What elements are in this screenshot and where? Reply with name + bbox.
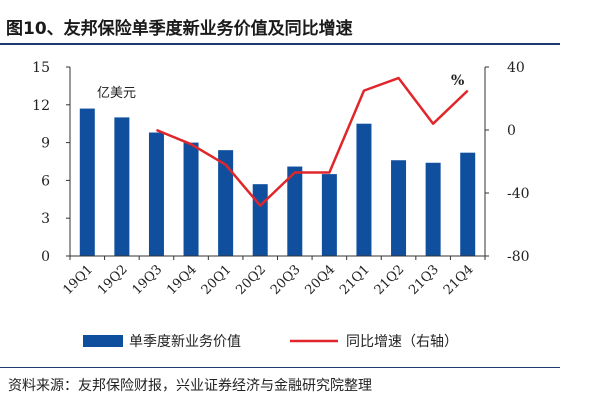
bar-20Q3	[287, 166, 303, 256]
x-tick-label: 19Q1	[60, 262, 96, 298]
x-tick-label: 19Q2	[95, 262, 131, 298]
title-divider	[0, 43, 560, 45]
x-tick-label: 21Q4	[441, 262, 477, 298]
bar-19Q2	[114, 117, 130, 257]
bar-19Q1	[79, 108, 95, 256]
left-tick-label: 15	[32, 60, 50, 76]
right-axis-unit: %	[451, 73, 464, 89]
legend-bar-label: 单季度新业务价值	[129, 334, 241, 350]
legend-bar-swatch	[83, 335, 123, 347]
chart: 03691215-80-4004019Q119Q219Q319Q420Q120Q…	[32, 60, 529, 350]
legend-line-label: 同比增速（右轴）	[346, 334, 458, 350]
source-note: 资料来源：友邦保险财报，兴业证券经济与金融研究院整理	[8, 378, 372, 394]
right-tick-label: -40	[507, 186, 530, 202]
right-tick-label: 0	[507, 123, 516, 139]
x-tick-label: 19Q4	[164, 262, 200, 298]
right-tick-label: -80	[507, 249, 530, 265]
left-tick-label: 12	[32, 98, 50, 114]
axes: 03691215-80-4004019Q119Q219Q319Q420Q120Q…	[32, 60, 529, 298]
bar-21Q3	[425, 162, 441, 256]
bar-21Q2	[391, 160, 407, 256]
x-tick-label: 20Q4	[303, 262, 339, 298]
legend: 单季度新业务价值 同比增速（右轴）	[83, 334, 458, 350]
left-tick-label: 6	[41, 173, 50, 189]
bar-20Q4	[321, 174, 337, 256]
bar-19Q3	[148, 132, 164, 256]
bar-21Q4	[460, 152, 476, 256]
x-tick-label: 19Q3	[130, 262, 166, 298]
x-tick-label: 20Q2	[233, 262, 269, 298]
x-tick-label: 21Q3	[406, 262, 442, 298]
left-tick-label: 0	[41, 249, 50, 265]
x-tick-label: 21Q2	[372, 262, 408, 298]
bar-20Q1	[218, 150, 234, 256]
bar-21Q1	[356, 123, 372, 256]
left-axis-unit: 亿美元	[97, 86, 136, 101]
left-tick-label: 9	[41, 136, 50, 152]
growth-line	[155, 76, 469, 207]
bar-20Q2	[252, 184, 268, 256]
right-tick-label: 40	[507, 60, 525, 76]
plot-area	[79, 76, 476, 257]
x-tick-label: 20Q3	[268, 262, 304, 298]
source-divider	[0, 367, 560, 368]
x-tick-label: 21Q1	[337, 262, 373, 298]
x-tick-label: 20Q1	[199, 262, 235, 298]
chart-title: 图10、友邦保险单季度新业务价值及同比增速	[6, 19, 353, 39]
bar-19Q4	[183, 142, 199, 256]
left-tick-label: 3	[41, 211, 50, 227]
